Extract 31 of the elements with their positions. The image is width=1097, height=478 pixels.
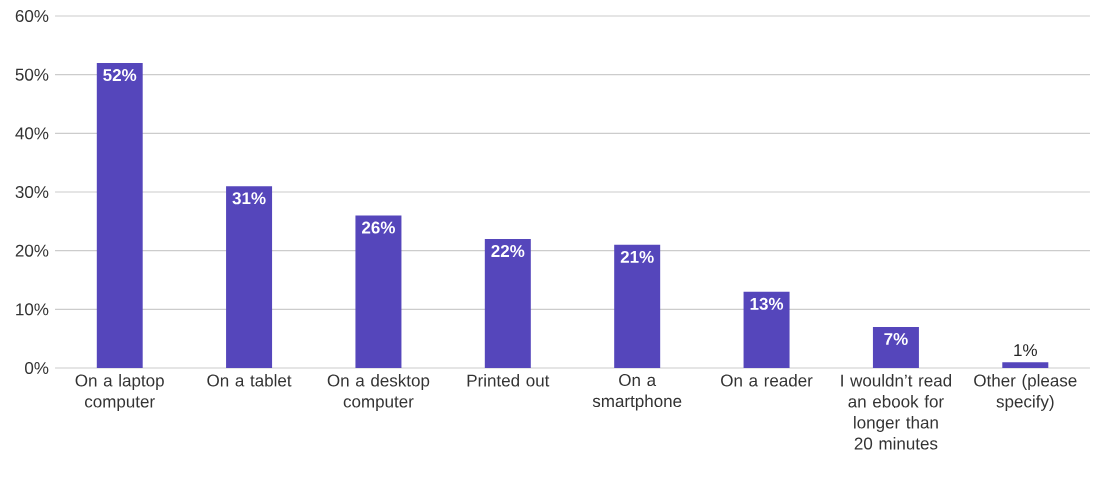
bar	[743, 291, 790, 368]
data-label: 21%	[620, 250, 654, 263]
y-tick-label: 20%	[15, 244, 49, 257]
data-label: 52%	[103, 69, 137, 82]
x-tick-label: On a tablet	[207, 374, 292, 387]
y-tick-label: 50%	[15, 68, 49, 81]
x-tick-label: On a reader	[721, 374, 813, 387]
x-tick-label: On a laptop computer	[75, 374, 164, 411]
data-label: 26%	[362, 221, 396, 234]
bar	[226, 186, 273, 368]
bar	[872, 326, 919, 368]
data-label: 31%	[232, 192, 266, 205]
bar	[484, 238, 531, 368]
x-tick-label: On a desktop computer	[327, 374, 430, 411]
x-tick-label: On a smartphone	[592, 374, 682, 411]
bar	[614, 244, 661, 368]
x-tick-label: Printed out	[467, 374, 550, 387]
bar	[96, 62, 143, 368]
bar	[1002, 362, 1049, 368]
data-label: 22%	[491, 245, 525, 257]
x-tick-label: Other (please specify)	[974, 374, 1077, 411]
y-tick-label: 40%	[15, 127, 49, 140]
bar	[355, 215, 402, 368]
y-tick-label: 30%	[15, 186, 49, 199]
y-tick-label: 10%	[16, 303, 49, 316]
data-label: 7%	[884, 333, 908, 345]
y-tick-label: 0%	[25, 362, 49, 375]
data-label: 13%	[750, 297, 784, 310]
x-tick-label: I wouldn’t read an ebook for longer than 20 minutes	[841, 374, 952, 450]
y-tick-label: 60%	[15, 10, 49, 23]
data-label: 1%	[1014, 344, 1037, 357]
